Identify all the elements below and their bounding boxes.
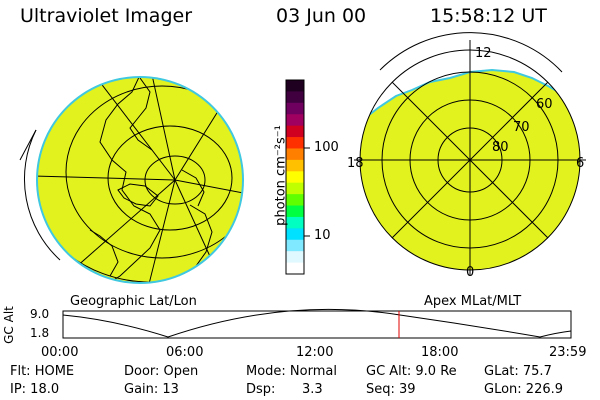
status-flight: Flt: HOME xyxy=(10,364,75,379)
colorbar-swatch xyxy=(286,102,304,115)
time-label: 15:58:12 UT xyxy=(430,5,547,27)
colorbar xyxy=(285,79,310,275)
colorbar-swatch xyxy=(286,239,304,252)
instrument-title: Ultraviolet Imager xyxy=(20,5,193,27)
altitude-ylabel: GC Alt xyxy=(1,306,16,344)
mlt-label-0: 0 xyxy=(466,265,475,280)
altitude-curve xyxy=(62,308,572,338)
date-label: 03 Jun 00 xyxy=(276,5,367,27)
geographic-map xyxy=(19,76,244,284)
outer-arc xyxy=(379,32,563,73)
colorbar-swatch xyxy=(286,159,304,172)
mlt-label-6: 6 xyxy=(576,156,585,171)
status-door: Door: Open xyxy=(124,364,199,379)
mlat-label-60: 60 xyxy=(536,97,553,112)
horizon-arc xyxy=(23,129,61,261)
mlat-label-80: 80 xyxy=(492,140,509,155)
status-dsp-value: 3.3 xyxy=(302,382,323,397)
magnetic-map xyxy=(354,32,586,276)
mlat-grid xyxy=(354,44,586,276)
altitude-ytick-low: 1.8 xyxy=(30,326,50,340)
colorbar-swatch xyxy=(286,262,304,275)
status-seq: Seq: 39 xyxy=(366,382,416,397)
mlt-label-18: 18 xyxy=(347,156,364,171)
colorbar-swatch xyxy=(286,182,304,195)
colorbar-label-100: 100 xyxy=(314,140,339,155)
colorbar-swatch xyxy=(286,125,304,138)
xtick-0000: 00:00 xyxy=(41,345,79,360)
geographic-caption: Geographic Lat/Lon xyxy=(70,294,197,309)
status-glon: GLon: 226.9 xyxy=(484,382,564,397)
colorbar-frame xyxy=(285,79,305,275)
altitude-ytick-high: 9.0 xyxy=(30,307,50,321)
colorbar-swatch xyxy=(286,80,304,92)
aurora-fill xyxy=(38,78,242,282)
status-gc-alt: GC Alt: 9.0 Re xyxy=(366,364,457,379)
status-glat: GLat: 75.7 xyxy=(484,364,552,379)
colorbar-swatch xyxy=(286,171,304,184)
horizon-tick xyxy=(19,129,37,161)
aurora-fill-mlat xyxy=(360,68,580,270)
plot-frame xyxy=(62,310,572,339)
mlat-label-70: 70 xyxy=(513,120,530,135)
colorbar-swatch xyxy=(286,251,304,264)
colorbar-swatch xyxy=(286,216,304,229)
xtick-0600: 06:00 xyxy=(166,345,204,360)
magnetic-caption: Apex MLat/MLT xyxy=(424,294,522,309)
colorbar-label-10: 10 xyxy=(314,228,331,243)
mlt-label-12: 12 xyxy=(475,46,492,61)
colorbar-swatches xyxy=(286,80,304,275)
colorbar-swatch xyxy=(286,91,304,104)
altitude-plot xyxy=(62,308,572,339)
status-gain: Gain: 13 xyxy=(124,382,179,397)
colorbar-swatch xyxy=(286,205,304,218)
xtick-1800: 18:00 xyxy=(421,345,459,360)
colorbar-swatch xyxy=(286,137,304,149)
colorbar-swatch xyxy=(286,228,304,241)
xtick-2359: 23:59 xyxy=(549,345,587,360)
status-ip: IP: 18.0 xyxy=(10,382,60,397)
status-mode: Mode: Normal xyxy=(246,364,337,379)
colorbar-swatch xyxy=(286,114,304,127)
colorbar-unit-label: photon cm⁻²s⁻¹ xyxy=(273,125,289,226)
colorbar-swatch xyxy=(286,194,304,207)
xtick-1200: 12:00 xyxy=(296,345,334,360)
colorbar-swatch xyxy=(286,148,304,161)
status-dsp-label: Dsp: xyxy=(246,382,276,397)
